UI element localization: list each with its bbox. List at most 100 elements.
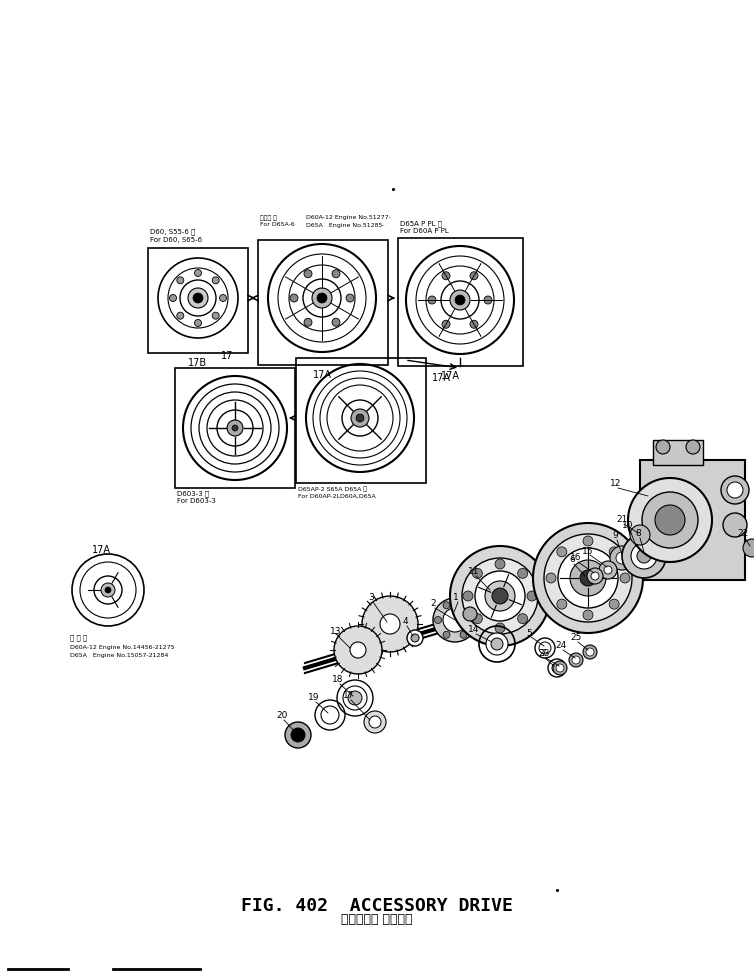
Circle shape (743, 539, 754, 557)
Text: FIG. 402  ACCESSORY DRIVE: FIG. 402 ACCESSORY DRIVE (241, 897, 513, 915)
Text: 24: 24 (556, 641, 566, 650)
Circle shape (463, 591, 473, 601)
Circle shape (556, 664, 564, 672)
Text: D60A-12 Engine No.51277-: D60A-12 Engine No.51277- (306, 216, 391, 221)
Circle shape (518, 614, 528, 624)
Circle shape (170, 295, 176, 302)
Circle shape (232, 425, 238, 431)
Text: 17B: 17B (188, 358, 207, 368)
Circle shape (610, 546, 634, 570)
Circle shape (291, 728, 305, 742)
Circle shape (312, 288, 332, 308)
Text: 25: 25 (570, 633, 581, 642)
Circle shape (472, 614, 483, 624)
Circle shape (486, 633, 508, 655)
Text: For D60A P PL: For D60A P PL (400, 228, 449, 234)
Circle shape (177, 312, 184, 319)
Text: 前 後 生: 前 後 生 (70, 634, 87, 641)
Text: 12: 12 (610, 479, 622, 489)
Circle shape (188, 288, 208, 308)
Circle shape (285, 722, 311, 748)
Text: 2: 2 (431, 599, 436, 608)
Circle shape (304, 318, 312, 326)
Text: For D60AP-2LD60A,D65A: For D60AP-2LD60A,D65A (298, 494, 375, 499)
Circle shape (587, 568, 603, 584)
Bar (148, 248, 248, 353)
Circle shape (442, 320, 450, 328)
Circle shape (462, 558, 538, 634)
Circle shape (616, 552, 628, 564)
Circle shape (217, 410, 253, 446)
Bar (653, 440, 703, 465)
Circle shape (558, 548, 618, 608)
Text: 21: 21 (616, 515, 627, 524)
Circle shape (527, 591, 537, 601)
Circle shape (586, 648, 594, 656)
Text: D65A   Engine No.15057-21284: D65A Engine No.15057-21284 (70, 654, 168, 659)
Circle shape (346, 294, 354, 302)
Text: 1: 1 (453, 593, 459, 602)
Circle shape (219, 295, 226, 302)
Text: D65A P PL 系: D65A P PL 系 (400, 221, 442, 227)
Text: 奥歯車 系: 奥歯車 系 (260, 215, 277, 221)
Text: 11: 11 (468, 567, 480, 577)
Circle shape (450, 290, 470, 310)
Circle shape (626, 540, 646, 560)
Circle shape (350, 642, 366, 658)
Circle shape (407, 630, 423, 646)
Text: 16: 16 (570, 553, 582, 562)
Text: 17: 17 (343, 692, 354, 701)
Circle shape (428, 296, 436, 304)
Text: For D65A-6: For D65A-6 (260, 223, 295, 227)
Circle shape (609, 547, 619, 557)
Circle shape (727, 482, 743, 498)
Circle shape (303, 279, 341, 317)
Text: 15: 15 (582, 547, 593, 555)
Circle shape (628, 478, 712, 562)
Text: 17A: 17A (432, 373, 451, 383)
Circle shape (195, 319, 201, 327)
Circle shape (443, 631, 450, 638)
Text: 18: 18 (333, 675, 344, 684)
Circle shape (470, 320, 478, 328)
Circle shape (642, 492, 698, 548)
Circle shape (475, 571, 525, 621)
Circle shape (604, 566, 612, 574)
Circle shape (570, 560, 606, 596)
Circle shape (177, 277, 184, 284)
Circle shape (212, 277, 219, 284)
Text: D65AP-2 S65A D65A 系: D65AP-2 S65A D65A 系 (298, 486, 367, 492)
Text: D603-3 系: D603-3 系 (177, 491, 210, 498)
Circle shape (583, 536, 593, 546)
Text: 4: 4 (402, 618, 408, 627)
Circle shape (599, 561, 617, 579)
Text: D60, S55-6 系: D60, S55-6 系 (150, 228, 195, 235)
Text: 9: 9 (612, 532, 618, 541)
Text: 17A: 17A (312, 370, 332, 380)
Circle shape (553, 661, 567, 675)
Circle shape (332, 318, 340, 326)
Circle shape (460, 631, 467, 638)
Circle shape (105, 587, 111, 593)
Circle shape (334, 626, 382, 674)
Bar (640, 460, 745, 580)
Circle shape (351, 409, 369, 427)
Circle shape (631, 543, 657, 569)
Circle shape (583, 645, 597, 659)
Circle shape (539, 642, 551, 654)
Text: 17A: 17A (92, 545, 111, 555)
Circle shape (411, 634, 419, 642)
Circle shape (484, 296, 492, 304)
Circle shape (572, 656, 580, 664)
Circle shape (441, 281, 479, 319)
Circle shape (557, 547, 567, 557)
Circle shape (362, 596, 418, 652)
Circle shape (655, 505, 685, 535)
Circle shape (495, 559, 505, 569)
Circle shape (369, 716, 381, 728)
Circle shape (580, 570, 596, 586)
Circle shape (518, 568, 528, 579)
Circle shape (468, 617, 476, 624)
Circle shape (442, 271, 450, 280)
Circle shape (195, 269, 201, 276)
